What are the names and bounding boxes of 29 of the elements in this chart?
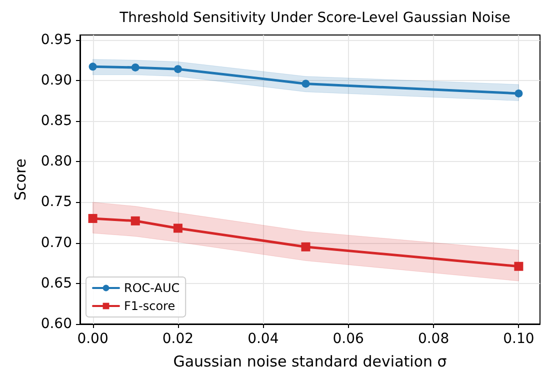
x-axis-title: Gaussian noise standard deviation σ: [173, 352, 448, 370]
point: [174, 65, 182, 74]
x-tick-label: 0.06: [332, 331, 364, 347]
point: [88, 62, 97, 71]
point: [514, 89, 523, 98]
legend-label: ROC-AUC: [124, 281, 180, 295]
x-tick-label: 0.04: [248, 331, 279, 347]
x-tick-label: 0.08: [418, 331, 450, 347]
y-tick-label: 0.80: [40, 154, 72, 170]
y-tick-label: 0.70: [40, 234, 72, 251]
y-tick-label: 0.75: [40, 194, 72, 210]
y-tick-label: 0.60: [40, 316, 72, 332]
legend-label: F1-score: [124, 299, 176, 313]
point: [173, 224, 182, 233]
y-tick-label: 0.95: [40, 32, 72, 48]
y-axis-title: Score: [12, 158, 30, 201]
point: [131, 63, 140, 72]
x-tick-label: 0.02: [162, 331, 194, 347]
point: [302, 80, 310, 88]
point: [514, 262, 524, 271]
x-tick-label: 0.00: [77, 331, 108, 347]
chart-title: Threshold Sensitivity Under Score-Level Gaussian Noise: [118, 10, 510, 26]
point: [88, 214, 98, 223]
x-tick-label: 0.10: [503, 331, 534, 347]
y-tick-label: 0.65: [40, 275, 72, 292]
y-tick-label: 0.85: [40, 113, 72, 130]
y-tick-label: 0.90: [40, 72, 72, 88]
point: [130, 216, 140, 226]
point: [301, 242, 310, 252]
